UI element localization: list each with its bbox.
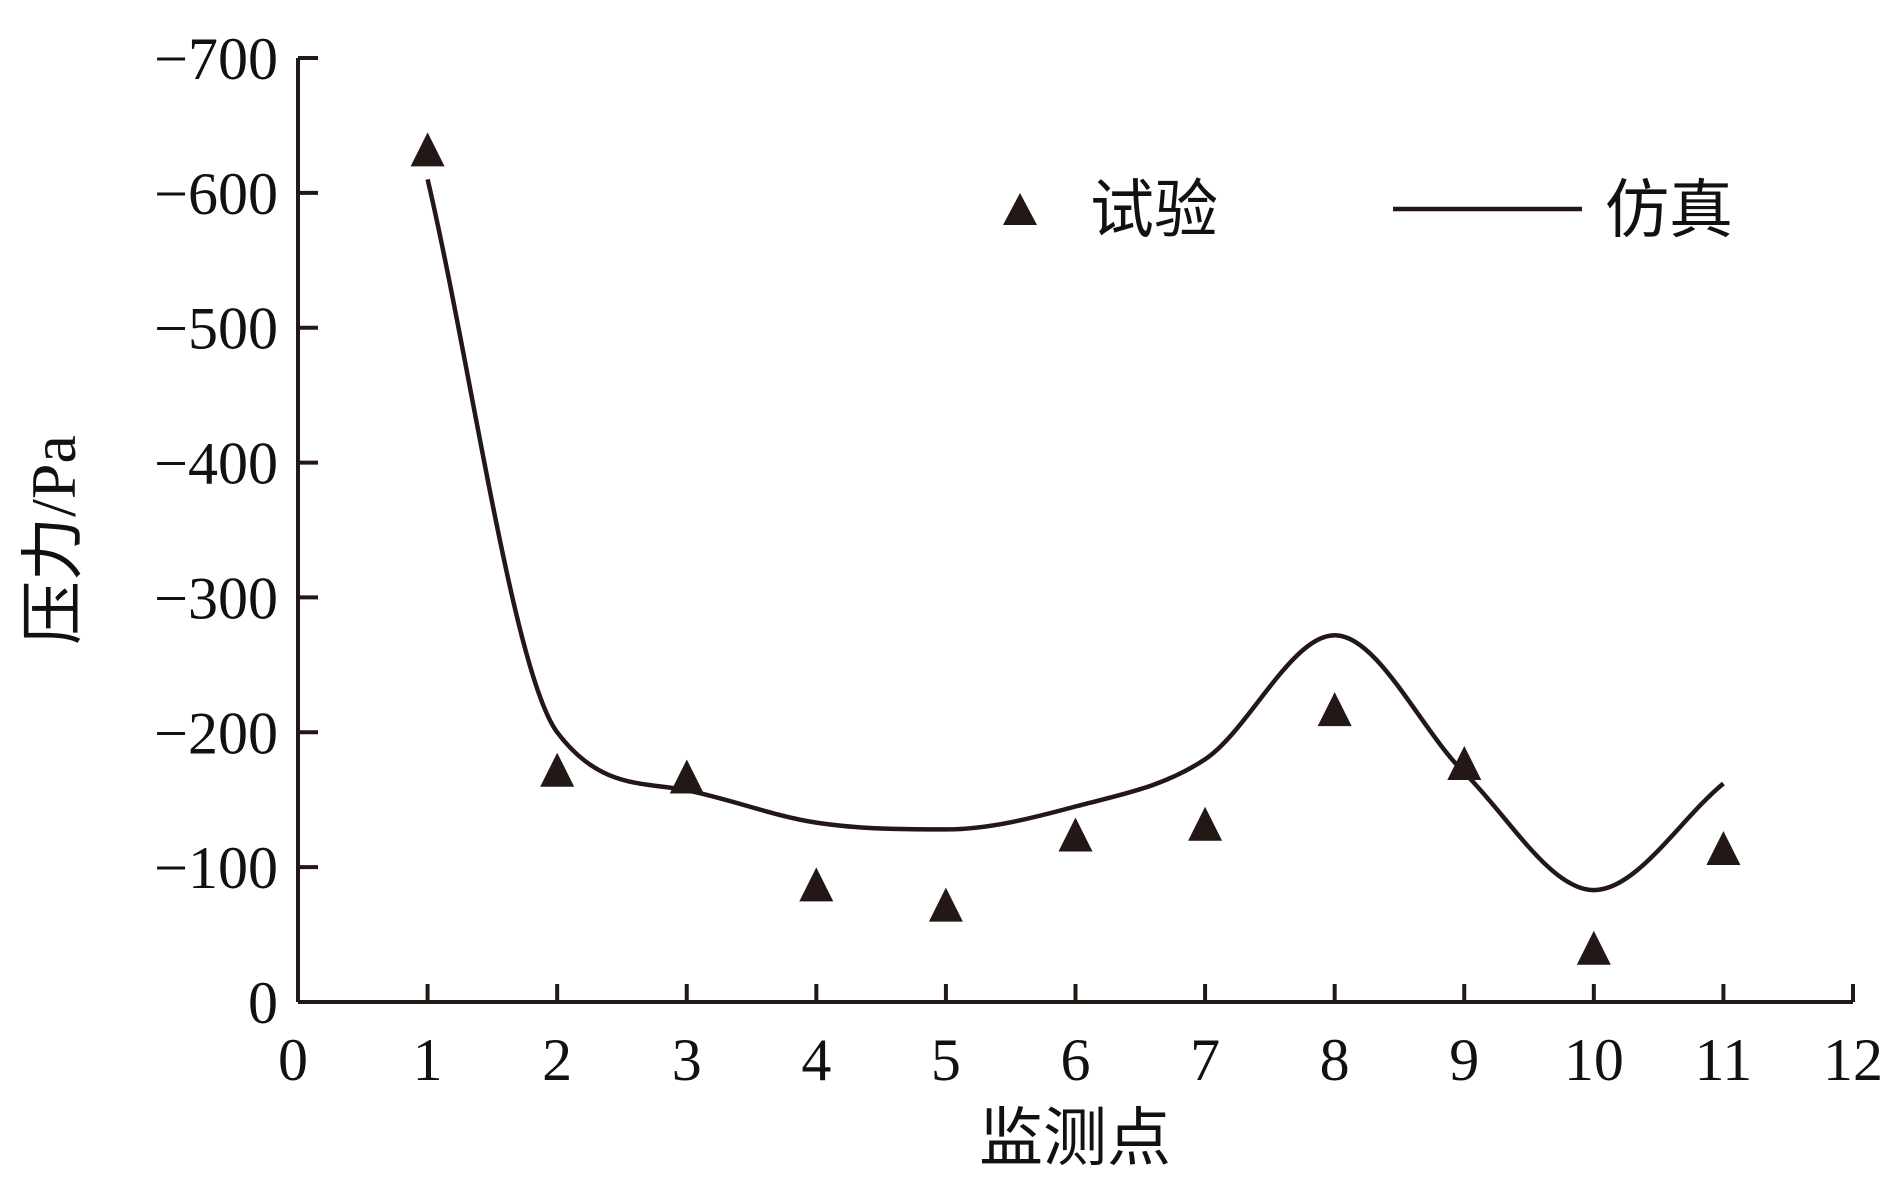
y-tick-label: −400 bbox=[154, 431, 278, 497]
legend-label-experiment: 试验 bbox=[1090, 175, 1218, 246]
legend-marker-experiment bbox=[1003, 193, 1037, 225]
x-tick-label: 0 bbox=[278, 1027, 308, 1093]
experiment-point bbox=[799, 867, 834, 902]
y-axis-title: 压力/Pa bbox=[18, 435, 89, 645]
simulation-line bbox=[425, 178, 1725, 893]
experiment-point bbox=[1576, 930, 1611, 965]
x-tick-label: 2 bbox=[542, 1027, 572, 1093]
x-tick-label: 3 bbox=[672, 1027, 702, 1093]
experiment-point bbox=[540, 752, 575, 787]
y-tick-label: −700 bbox=[154, 26, 278, 92]
y-tick-label: −200 bbox=[154, 700, 278, 766]
x-tick-label: 7 bbox=[1190, 1027, 1220, 1093]
y-ticks: 0 −100 −200 −300 −400 −500 −600 −700 bbox=[154, 26, 318, 1036]
x-axis-title: 监测点 bbox=[979, 1103, 1171, 1174]
legend: 试验 仿真 bbox=[1003, 175, 1733, 246]
x-tick-label: 4 bbox=[801, 1027, 831, 1093]
experiment-point bbox=[1188, 806, 1223, 841]
y-tick-label: −600 bbox=[154, 161, 278, 227]
experiment-series bbox=[410, 132, 1741, 965]
x-tick-label: 1 bbox=[413, 1027, 443, 1093]
experiment-point bbox=[1706, 831, 1741, 865]
x-tick-label: 6 bbox=[1061, 1027, 1091, 1093]
y-tick-label: −100 bbox=[154, 835, 278, 901]
x-tick-label: 8 bbox=[1320, 1027, 1350, 1093]
experiment-point bbox=[1317, 692, 1352, 727]
x-ticks: 0 1 2 3 4 5 6 7 8 9 10 11 12 bbox=[278, 984, 1883, 1093]
y-tick-label: 0 bbox=[248, 970, 278, 1036]
y-tick-label: −500 bbox=[154, 296, 278, 362]
x-tick-label: 12 bbox=[1823, 1027, 1883, 1093]
simulation-series bbox=[425, 178, 1725, 893]
experiment-point bbox=[669, 759, 704, 794]
experiment-point bbox=[410, 132, 445, 167]
experiment-point bbox=[1058, 817, 1093, 852]
legend-label-simulation: 仿真 bbox=[1605, 175, 1733, 246]
x-tick-label: 9 bbox=[1449, 1027, 1479, 1093]
experiment-point bbox=[1447, 746, 1482, 780]
x-tick-label: 11 bbox=[1695, 1027, 1753, 1093]
experiment-point bbox=[928, 887, 963, 922]
y-tick-label: −300 bbox=[154, 565, 278, 631]
x-tick-label: 10 bbox=[1564, 1027, 1624, 1093]
x-tick-label: 5 bbox=[931, 1027, 961, 1093]
